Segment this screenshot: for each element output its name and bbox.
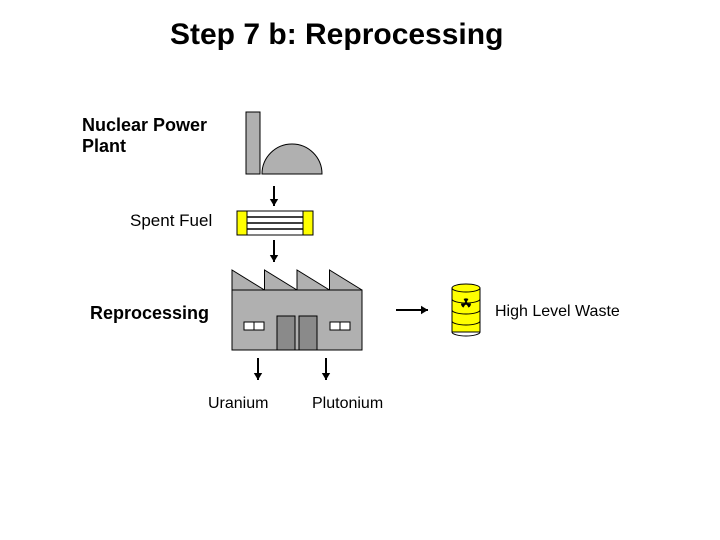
diagram-canvas (0, 0, 720, 540)
arrow-npp-to-spent (270, 186, 278, 206)
npp-dome-icon (262, 144, 322, 174)
arrow-factory-to-barrel (396, 306, 428, 314)
arrow-factory-to-pu (322, 358, 330, 380)
arrow-spent-to-factory (270, 240, 278, 262)
factory-icon (232, 270, 362, 350)
waste-barrel-icon (452, 284, 480, 336)
arrow-factory-to-u (254, 358, 262, 380)
spent-fuel-icon (237, 211, 313, 235)
npp-stack-icon (246, 112, 260, 174)
